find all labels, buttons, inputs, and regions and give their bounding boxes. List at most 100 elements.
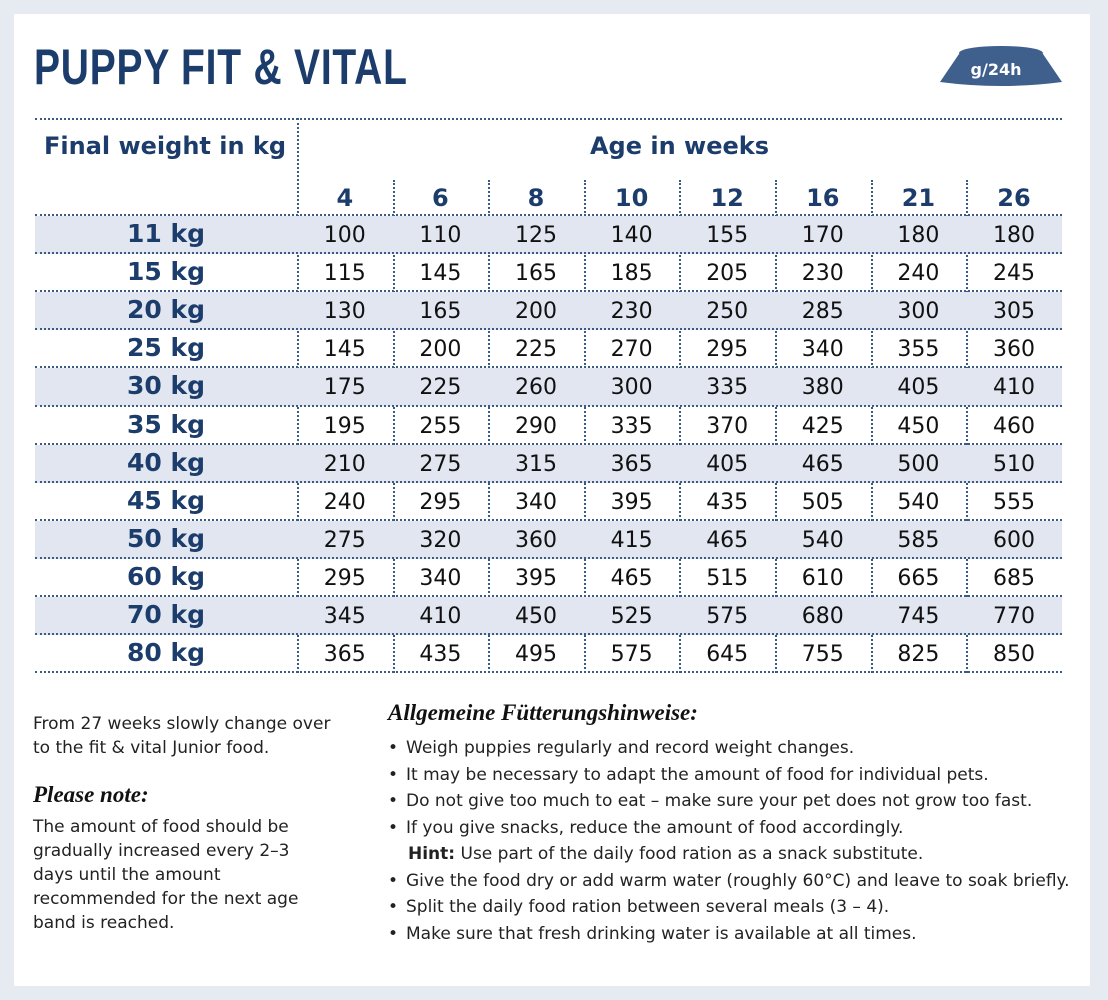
value-cell: 575 [706,604,749,629]
card [14,14,1090,986]
rule [35,404,1062,407]
column-header: 21 [901,184,936,212]
value-cell: 240 [323,489,366,515]
item-text: It may be necessary to adapt the amount … [406,764,989,785]
value-cell: 355 [897,337,940,363]
value-cell: 365 [323,642,366,668]
value-cell: 405 [706,451,749,477]
value-cell: 540 [897,489,940,515]
row-label: 80 kg [126,638,205,668]
column-header: 6 [432,184,449,212]
value-cell: 465 [801,451,844,477]
item-text: Split the daily food ration between seve… [406,897,890,917]
rule [35,118,1062,120]
rule [35,442,1062,445]
value-cell: 210 [323,451,366,477]
rule [35,671,1062,674]
value-cell: 290 [514,413,557,439]
value-cell: 195 [323,413,366,439]
rule [35,366,1062,369]
value-cell: 130 [323,299,366,325]
value-cell: 665 [897,565,940,591]
rule [35,214,1062,216]
value-cell: 370 [706,413,749,439]
value-cell: 240 [897,261,940,287]
age-header: Age in weeks [589,132,770,160]
bullet: • [388,870,399,891]
value-cell: 100 [323,223,366,248]
list-item: • Do not give too much to eat – make sure… [388,789,1088,816]
value-cell: 755 [801,642,844,668]
value-cell: 405 [897,375,940,401]
list-item: • Give the food dry or add warm water (ro… [388,869,1088,896]
value-cell: 140 [610,223,653,248]
item-text: Weigh puppies regularly and record weigh… [406,738,855,758]
item-text: If you give snacks, reduce the amount of… [406,817,904,838]
value-cell: 360 [514,527,557,553]
column-header: 12 [710,184,744,212]
row-shade [35,216,1062,255]
value-cell: 155 [706,223,749,248]
value-cell: 300 [610,375,653,401]
value-cell: 435 [419,642,462,668]
bullet: • [388,764,399,785]
value-cell: 465 [610,565,653,591]
value-cell: 745 [897,604,940,629]
list-item: • Weigh puppies regularly and record weig… [388,736,1088,763]
column-header: 26 [997,184,1031,212]
row-shade [35,368,1062,407]
badge: g/24h [970,60,1022,79]
rule [35,595,1062,597]
value-cell: 435 [706,489,749,515]
value-cell: 335 [610,413,653,439]
value-cell: 645 [706,642,749,668]
rule [35,633,1062,636]
bullet: • [388,738,399,758]
row-label: 50 kg [126,523,205,553]
value-cell: 245 [992,261,1035,287]
value-cell: 335 [706,375,749,401]
row-label: 11 kg [126,219,205,248]
value-cell: 500 [897,451,940,477]
item-text: Give the food dry or add warm water (rou… [406,870,1070,891]
value-cell: 685 [992,565,1035,591]
rule [35,556,1062,559]
row-label: 70 kg [126,600,205,629]
value-cell: 770 [992,604,1035,629]
value-cell: 495 [514,642,557,668]
value-cell: 295 [706,337,749,363]
value-cell: 450 [514,604,557,629]
value-cell: 460 [992,413,1035,439]
general-heading: Allgemeine Fütterungshinweise: [388,700,698,725]
value-cell: 395 [610,489,653,515]
please-note-text: The amount of food should be gradually i… [33,817,299,933]
value-cell: 365 [610,451,653,477]
value-cell: 225 [419,375,462,401]
rule [870,180,873,674]
rule [775,180,777,674]
value-cell: 575 [610,642,653,668]
value-cell: 185 [610,261,653,287]
column-header: 8 [527,184,545,212]
value-cell: 585 [897,527,940,553]
value-cell: 340 [514,489,557,515]
bullet: • [388,923,399,944]
value-cell: 205 [706,261,749,287]
change-note: From 27 weeks slowly change over to the … [33,714,331,758]
row-label: 45 kg [126,485,205,515]
bullet: • [388,897,399,917]
row-label: 60 kg [126,561,205,591]
bowl-icon [940,46,1062,86]
row-label: 30 kg [126,371,205,401]
value-cell: 250 [706,299,749,325]
rule [35,328,1062,331]
rule [35,518,1062,521]
value-cell: 410 [992,375,1035,401]
value-cell: 510 [992,451,1035,477]
row-shade [35,597,1062,636]
value-cell: 320 [419,527,462,553]
value-cell: 540 [801,527,844,553]
hint: Hint: Use part of the daily food ration … [388,842,1088,869]
rule [35,252,1062,255]
value-cell: 145 [323,337,366,363]
